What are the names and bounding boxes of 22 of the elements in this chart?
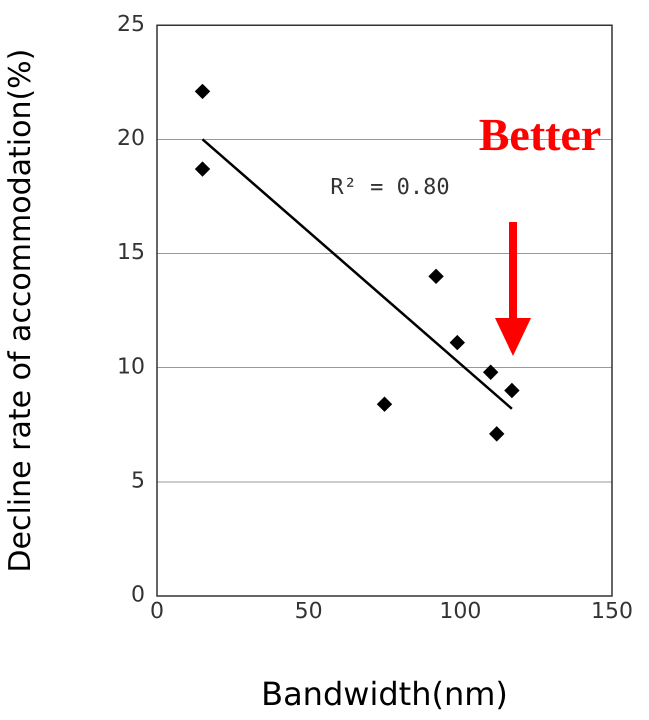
y-tick-label: 10 [117,354,145,380]
x-axis-title: Bandwidth(nm) [261,675,508,714]
point [195,84,210,99]
point [450,335,465,350]
x-tick-label: 50 [294,598,323,624]
x-tick-label: 150 [591,598,633,624]
y-axis-title: Decline rate of accommodation(%) [2,48,38,573]
point [489,426,504,442]
point [377,396,392,412]
point [483,364,498,380]
point [504,383,520,398]
point [428,268,444,284]
x-tick-label: 100 [439,598,482,624]
y-tick-label: 15 [117,240,145,266]
y-tick-label: 20 [117,126,145,152]
y-tick-label: 25 [117,12,145,37]
annotation: R² = 0.80 [330,174,450,200]
x-tick-label: 0 [150,598,164,624]
y-tick-label: 5 [131,468,145,494]
annotation: Better [478,109,602,160]
y-tick-label: 0 [131,582,145,608]
point [195,162,210,177]
